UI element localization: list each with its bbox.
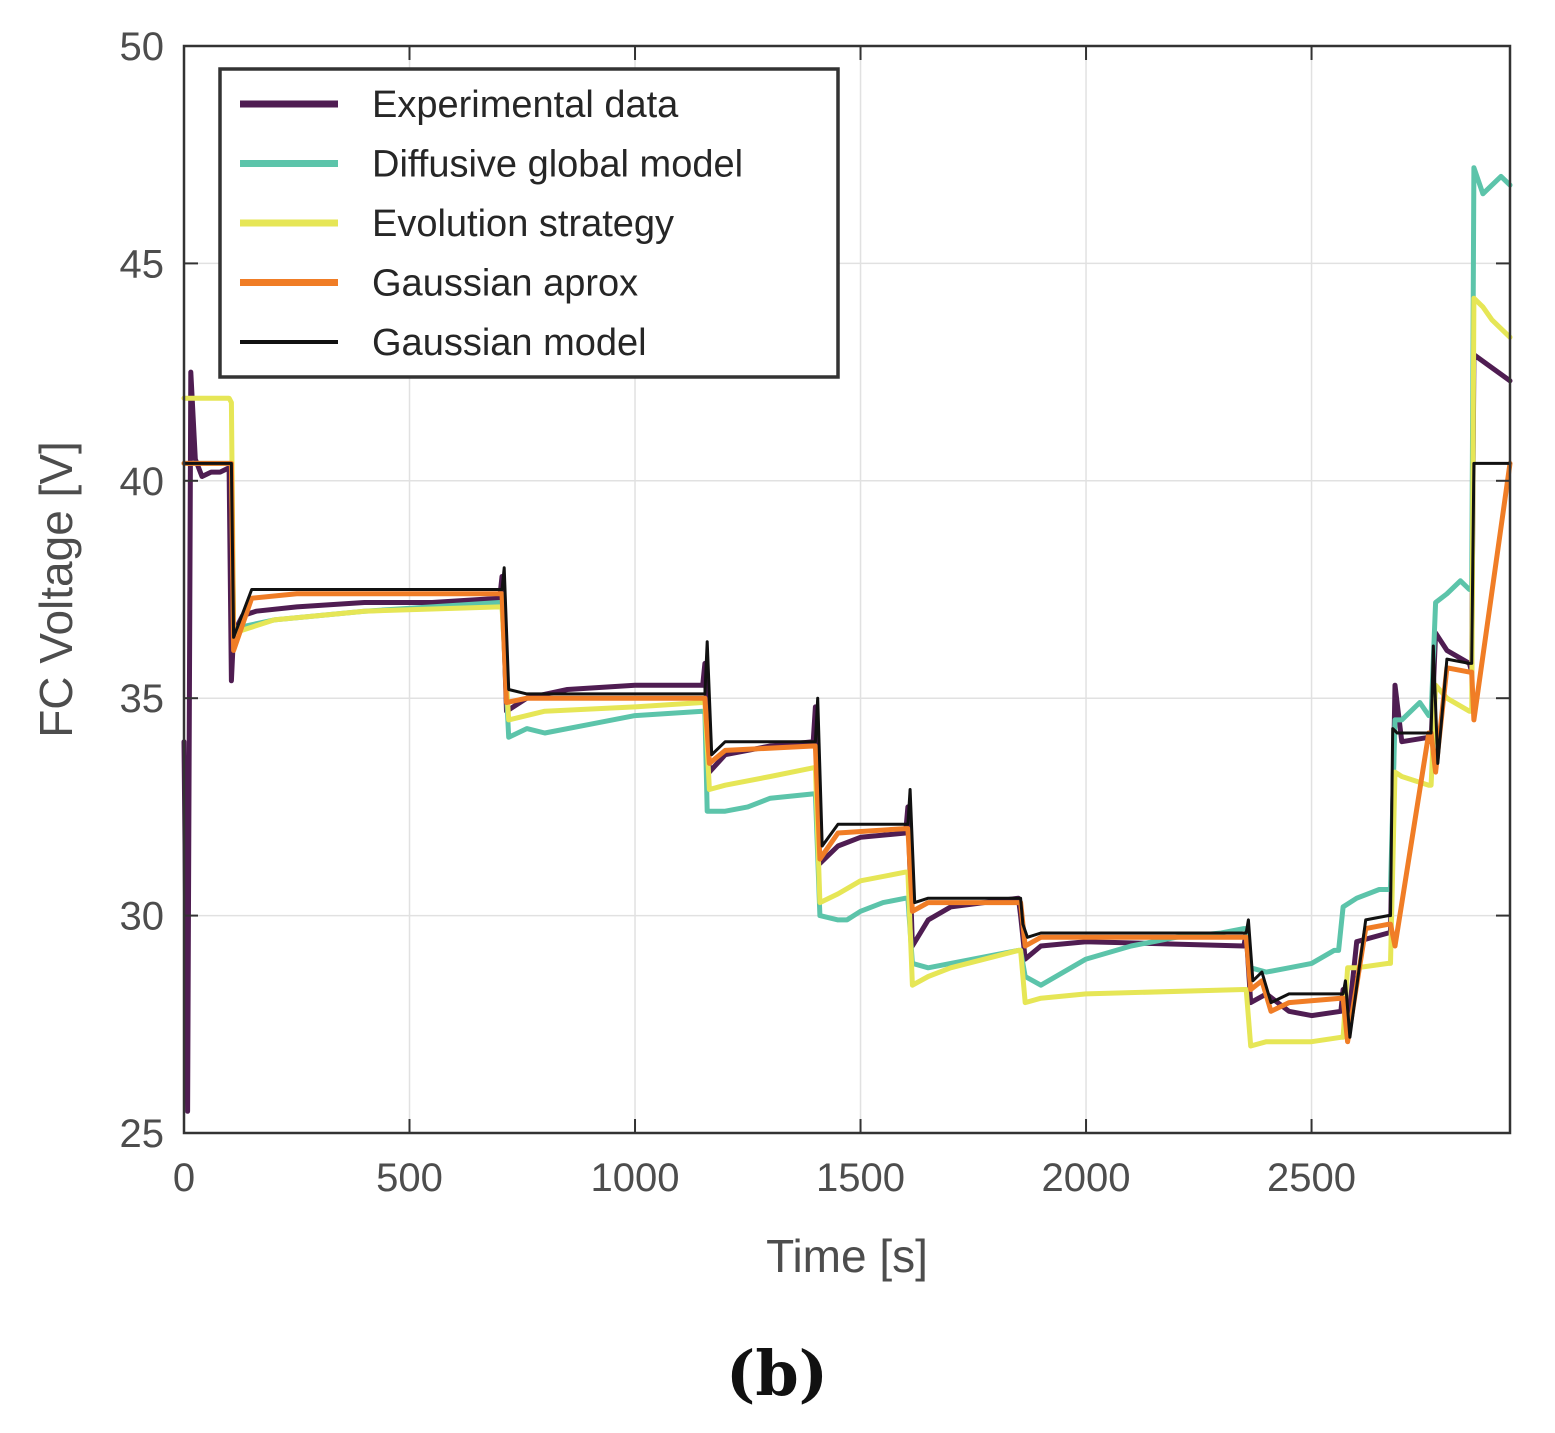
legend-label-diffusive-global-model: Diffusive global model [372,144,743,186]
y-tick-label: 45 [120,242,165,286]
y-tick-label: 40 [120,460,165,504]
legend-label-experimental-data: Experimental data [372,84,679,126]
legend-label-gaussian-model: Gaussian model [372,322,647,364]
series-line-evolution-strategy [181,295,1513,1049]
x-tick-label: 2000 [1042,1156,1131,1200]
plot-frame [182,44,1512,1135]
x-tick-label: 2500 [1267,1156,1356,1200]
figure-caption: (b) [726,1337,828,1410]
y-tick-label: 35 [120,677,165,721]
legend-label-gaussian-aprox: Gaussian aprox [372,263,638,305]
series-line-gaussian-model [182,461,1512,1039]
x-axis-title: Time [s] [766,1230,928,1282]
x-tick-label: 1000 [591,1156,680,1200]
x-tick-label: 1500 [816,1156,905,1200]
x-tick-label: 500 [376,1156,443,1200]
legend-label-evolution-strategy: Evolution strategy [372,203,674,245]
y-axis-title: FC Voltage [V] [30,441,82,738]
series-layer [181,165,1513,1114]
axis-ticks: 0 500 1000 1500 2000 2500 25 30 35 40 45 50 [120,25,1510,1200]
y-tick-label: 50 [120,25,165,69]
y-tick-label: 25 [120,1112,165,1156]
legend: Experimental data Diffusive global model E… [218,67,840,379]
y-tick-label: 30 [120,895,165,939]
x-tick-label: 0 [173,1156,195,1200]
